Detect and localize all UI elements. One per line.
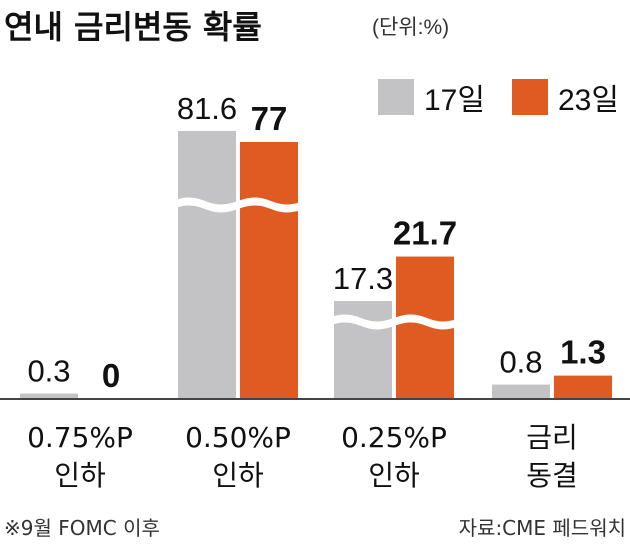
legend-label-17: 17일 xyxy=(424,84,485,117)
category-label-2-line1: 0.50%P xyxy=(185,421,291,454)
category-label-3-line1: 0.25%P xyxy=(341,421,447,454)
bar-17-cat2 xyxy=(178,130,236,399)
category-label-3-line2: 인하 xyxy=(368,459,420,492)
axis-break-mark-1 xyxy=(172,197,304,213)
value-label-17-cat1: 0.3 xyxy=(27,354,70,389)
value-label-23-cat2: 77 xyxy=(251,100,288,137)
legend-swatch-23 xyxy=(512,79,548,115)
bar-17-cat4 xyxy=(492,384,550,399)
category-label-1-line2: 인하 xyxy=(54,459,106,492)
value-label-17-cat2: 81.6 xyxy=(177,91,237,126)
value-label-23-cat3: 21.7 xyxy=(393,215,457,252)
value-label-23-cat4: 1.3 xyxy=(560,334,606,371)
bar-23-cat4 xyxy=(554,375,612,399)
value-label-17-cat3: 17.3 xyxy=(333,261,393,296)
footnote-source: 자료:CME 페드워치 xyxy=(459,516,626,540)
category-label-1-line1: 0.75%P xyxy=(27,421,133,454)
chart-title: 연내 금리변동 확률 xyxy=(4,8,262,46)
legend-label-23: 23일 xyxy=(558,84,619,117)
footnote-note: ※9월 FOMC 이후 xyxy=(4,516,160,540)
category-label-2-line2: 인하 xyxy=(212,459,264,492)
axis-break-mark-2 xyxy=(328,314,460,330)
bar-23-cat2 xyxy=(240,142,298,399)
value-label-17-cat4: 0.8 xyxy=(499,345,542,380)
bar-17-cat1 xyxy=(20,393,78,399)
legend-swatch-17 xyxy=(378,79,414,115)
unit-label: (단위:%) xyxy=(372,16,449,39)
category-label-4-line1: 금리 xyxy=(526,421,578,454)
value-label-23-cat1: 0 xyxy=(102,357,120,394)
category-label-4-line2: 동결 xyxy=(526,459,578,492)
